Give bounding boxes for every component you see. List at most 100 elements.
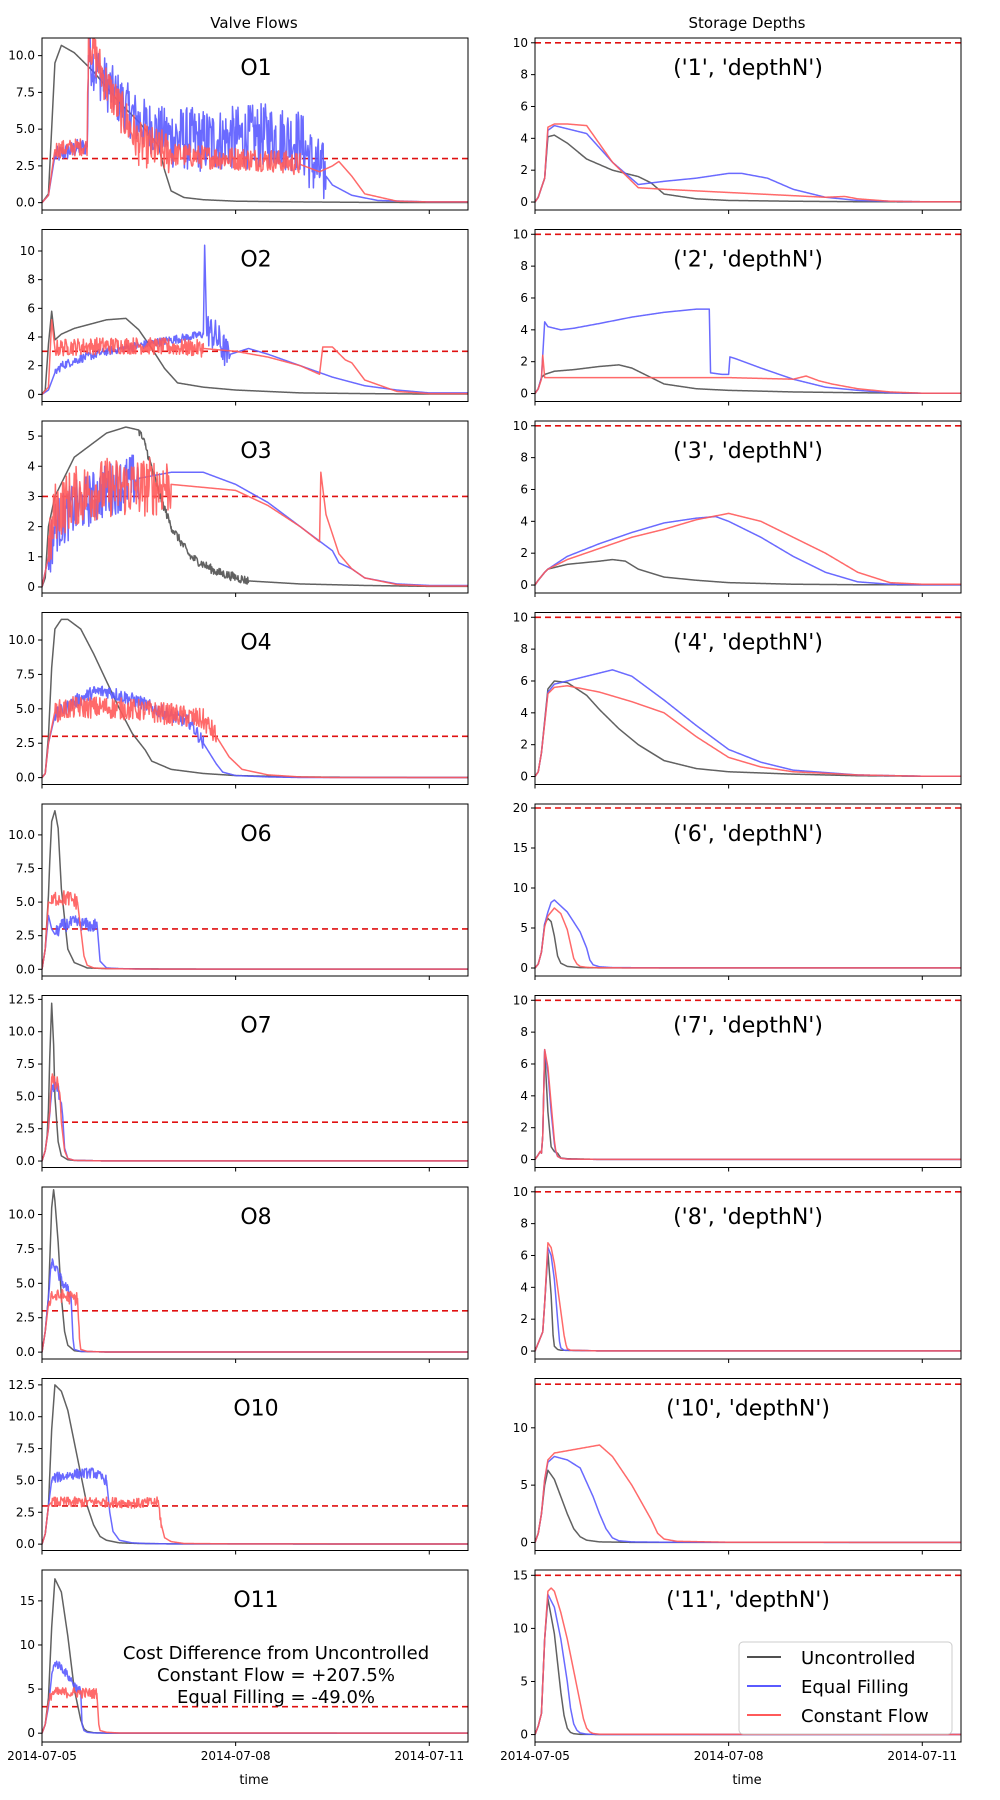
y-tick-label: 2 (520, 355, 528, 369)
panel-o3: 0 1 2 3 4 5 O3 (27, 420, 469, 597)
axes-frame (534, 995, 962, 1168)
series-line-constant-flow (535, 354, 961, 394)
plot-area (535, 612, 961, 785)
y-tick-label: 15 (513, 1568, 528, 1582)
panel-title: ('7', 'depthN') (673, 1014, 823, 1039)
series-group (42, 1189, 468, 1353)
y-tick-label: 2 (520, 546, 528, 560)
y-tick-label: 6 (520, 482, 528, 496)
panel-title: O1 (240, 56, 271, 81)
axes-frame (534, 37, 962, 211)
y-tick-label: 0.0 (16, 1154, 35, 1168)
y-tick-label: 5.0 (16, 1089, 35, 1103)
axes-frame (534, 1186, 962, 1360)
series-line-constant-flow (535, 1241, 961, 1352)
y-tick-label: 2.5 (16, 159, 35, 173)
y-tick-label: 8 (520, 451, 528, 465)
y-tick-label: 2.5 (16, 1122, 35, 1136)
panel-4-depthn: 0 2 4 6 8 10 ('4', 'depthN') (513, 610, 962, 789)
y-tick-label: 0.0 (16, 1345, 35, 1359)
series-group (42, 809, 468, 970)
series-group (535, 807, 961, 969)
y-tick-label: 0 (520, 578, 528, 592)
panel-title: O10 (233, 1397, 278, 1422)
y-tick-label: 20 (513, 801, 528, 815)
x-tick-label: 2014-07-08 (694, 1749, 764, 1763)
panel-o1: 0.0 2.5 5.0 7.5 10.0 O1 (8, 37, 469, 214)
series-line-constant-flow (42, 1073, 468, 1162)
series-group (42, 1384, 468, 1545)
panel-title: O4 (240, 631, 271, 656)
series-group (42, 244, 468, 395)
axes-frame (534, 803, 962, 977)
legend-label-uncontrolled: Uncontrolled (801, 1648, 915, 1669)
series-line-constant-flow (42, 890, 468, 970)
y-tick-label: 8 (520, 1025, 528, 1039)
series-group (42, 1002, 468, 1162)
series-group (535, 41, 961, 203)
y-tick-label: 6 (520, 1248, 528, 1262)
y-tick-label: 10 (20, 244, 35, 258)
y-tick-label: 10 (513, 993, 528, 1007)
y-tick-label: 5.0 (16, 702, 35, 716)
plot-area (535, 229, 961, 402)
series-group (535, 424, 961, 586)
panel-title: O3 (240, 439, 271, 464)
series-line-constant-flow (42, 319, 468, 395)
panel-title: ('10', 'depthN') (666, 1397, 830, 1422)
plot-area (42, 229, 468, 402)
y-tick-label: 8 (520, 642, 528, 656)
y-tick-label: 10 (513, 36, 528, 50)
x-tick-label: 2014-07-11 (887, 1749, 957, 1763)
y-tick-label: 10 (513, 610, 528, 624)
series-group (42, 426, 468, 588)
axes-frame (41, 995, 469, 1168)
y-tick-label: 2 (27, 520, 35, 534)
annotation-line1: Cost Difference from Uncontrolled (123, 1643, 429, 1664)
y-tick-label: 2 (520, 1312, 528, 1326)
y-tick-label: 10 (513, 881, 528, 895)
y-tick-label: 12.5 (8, 992, 35, 1006)
plot-area (535, 1378, 961, 1551)
panel-title: ('3', 'depthN') (673, 439, 823, 464)
panel-10-depthn: 0 5 10 ('10', 'depthN') (513, 1378, 962, 1555)
plot-area (42, 804, 468, 976)
axes-frame (534, 1378, 962, 1551)
axes-frame (41, 420, 469, 594)
y-tick-label: 4 (27, 330, 35, 344)
series-line-constant-flow (535, 907, 961, 969)
y-tick-label: 6 (520, 1057, 528, 1071)
y-tick-label: 10 (513, 227, 528, 241)
series-group (535, 1190, 961, 1352)
panel-o11: 0 5 10 15 2014-07-05 2014-07-08 2014-07-11 O11 (7, 1569, 469, 1763)
axes-frame (534, 1569, 962, 1743)
y-tick-label: 2 (520, 738, 528, 752)
y-tick-label: 8 (27, 273, 35, 287)
series-group (42, 618, 468, 779)
panel-title: O8 (240, 1205, 271, 1230)
y-tick-label: 5 (27, 429, 35, 443)
x-tick-label: 2014-07-05 (500, 1749, 570, 1763)
y-tick-label: 10 (513, 1421, 528, 1435)
panel-title: ('6', 'depthN') (673, 822, 823, 847)
legend-label-constant-flow: Constant Flow (801, 1706, 929, 1727)
series-line-constant-flow (42, 1288, 468, 1353)
panel-o4: 0.0 2.5 5.0 7.5 10.0 O4 (8, 612, 469, 789)
left-column-title: Valve Flows (210, 14, 298, 32)
annotation-line3: Equal Filling = -49.0% (177, 1687, 375, 1708)
panel-o7: 0.0 2.5 5.0 7.5 10.0 12.5 O7 (8, 992, 469, 1172)
panel-o8: 0.0 2.5 5.0 7.5 10.0 O8 (8, 1186, 469, 1363)
y-tick-label: 4 (520, 514, 528, 528)
series-line-constant-flow (535, 123, 961, 203)
axes-frame (41, 612, 469, 785)
plot-area (42, 1378, 468, 1551)
y-tick-label: 0 (520, 770, 528, 784)
axes-frame (41, 1186, 469, 1360)
y-tick-label: 6 (520, 99, 528, 113)
y-tick-label: 0 (520, 1535, 528, 1549)
y-tick-label: 10.0 (8, 1025, 35, 1039)
y-tick-label: 10 (20, 1638, 35, 1652)
plot-area (42, 1187, 468, 1359)
y-tick-label: 2.5 (16, 1311, 35, 1325)
